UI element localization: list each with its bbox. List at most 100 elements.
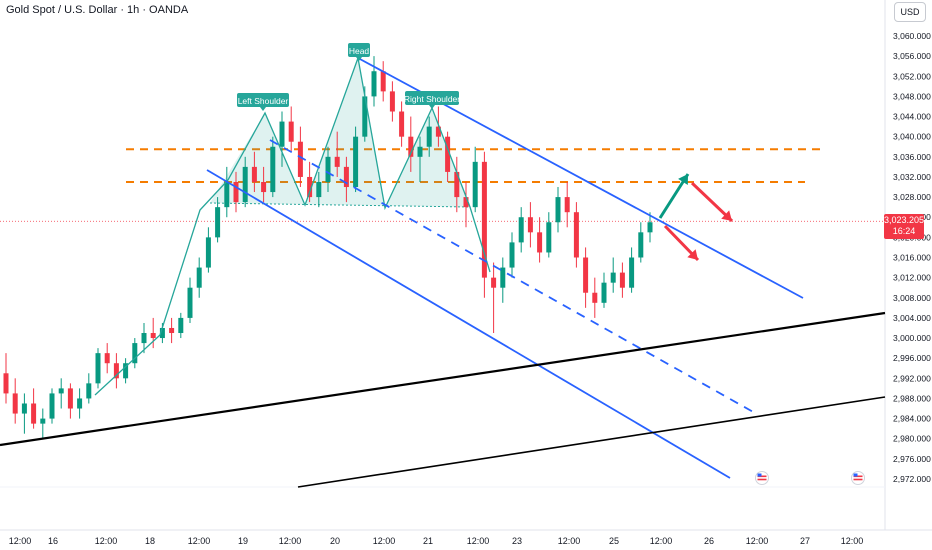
candle-body <box>518 217 524 243</box>
candle-body <box>537 232 543 253</box>
time-tick-label: 12:00 <box>188 536 211 546</box>
candle-body <box>583 257 589 293</box>
price-tick-label: 2,996.000 <box>893 353 931 363</box>
price-tick-label: 2,988.000 <box>893 393 931 403</box>
right-shoulder-label-pointer <box>429 105 435 109</box>
candle-body <box>343 166 349 188</box>
price-tick-label: 2,980.000 <box>893 434 931 444</box>
us-event-icon <box>851 471 865 485</box>
price-tick-label: 3,040.000 <box>893 132 931 142</box>
bearish-arrow-lower-head <box>687 249 698 260</box>
time-tick-label: 12:00 <box>746 536 769 546</box>
flag-stripe <box>757 475 767 478</box>
candle-body <box>12 393 18 414</box>
candle-body <box>491 277 497 288</box>
candle-body <box>629 257 635 288</box>
time-tick-label: 12:00 <box>95 536 118 546</box>
time-tick-label: 12:00 <box>558 536 581 546</box>
time-tick-label: 23 <box>512 536 522 546</box>
price-tick-label: 2,984.000 <box>893 414 931 424</box>
price-tick-label: 3,048.000 <box>893 91 931 101</box>
price-tick-label: 3,032.000 <box>893 172 931 182</box>
neckline <box>209 202 471 208</box>
channel-lower-line <box>206 169 731 479</box>
candle-body <box>21 403 27 414</box>
candle-body <box>619 272 625 288</box>
candle-body <box>141 333 147 344</box>
candle-body <box>3 373 9 394</box>
time-tick-label: 12:00 <box>373 536 396 546</box>
bullish-arrow-head <box>678 174 688 185</box>
candle-body <box>481 161 487 278</box>
time-tick-label: 21 <box>423 536 433 546</box>
candle-body <box>251 166 257 182</box>
left-shoulder-label-pointer <box>260 107 266 111</box>
candle-body <box>435 126 441 137</box>
time-tick-label: 19 <box>238 536 248 546</box>
support-trendline-lower <box>297 396 886 488</box>
left-shoulder-label-box <box>237 93 289 107</box>
candle-body <box>527 217 533 233</box>
flag-stripe <box>757 478 767 481</box>
candle-body <box>113 363 119 379</box>
candle-body <box>58 388 64 394</box>
candle-body <box>592 292 598 303</box>
time-tick-label: 16 <box>48 536 58 546</box>
price-tick-label: 2,992.000 <box>893 373 931 383</box>
candle-body <box>638 232 644 258</box>
time-tick-label: 27 <box>800 536 810 546</box>
candle-body <box>169 327 175 334</box>
candle-body <box>380 71 386 92</box>
candle-body <box>610 272 616 283</box>
time-tick-label: 12:00 <box>650 536 673 546</box>
price-tick-label: 3,008.000 <box>893 293 931 303</box>
price-tick-label: 3,000.000 <box>893 333 931 343</box>
candle-body <box>399 111 405 137</box>
head-label-box <box>348 43 370 57</box>
flag-stripe <box>853 475 863 478</box>
candle-body <box>601 282 607 303</box>
time-tick-label: 26 <box>704 536 714 546</box>
candle-body <box>454 171 460 198</box>
candle-body <box>40 418 46 424</box>
candle-body <box>316 181 322 198</box>
right-shoulder-label: Right Shoulder <box>404 94 460 104</box>
currency-button[interactable]: USD <box>894 2 926 22</box>
candle-body <box>31 403 37 424</box>
candle-body <box>104 353 110 364</box>
support-trendline-upper <box>0 311 886 447</box>
channel-mid-line <box>269 139 756 414</box>
time-tick-label: 25 <box>609 536 619 546</box>
bearish-arrow-upper-head <box>721 210 732 221</box>
candle-body <box>362 96 368 137</box>
candle-body <box>67 388 73 409</box>
candle-body <box>132 343 138 364</box>
wave-outline <box>94 55 491 396</box>
price-tick-label: 2,972.000 <box>893 474 931 484</box>
price-tick-label: 3,036.000 <box>893 152 931 162</box>
candle-body <box>196 267 202 288</box>
price-tick-label: 3,004.000 <box>893 313 931 323</box>
candle-body <box>417 146 423 157</box>
time-tick-label: 12:00 <box>279 536 302 546</box>
candle-body <box>205 237 211 268</box>
candle-body <box>408 136 414 157</box>
candle-body <box>178 317 184 334</box>
candle-body <box>150 333 156 339</box>
price-tick-label: 3,052.000 <box>893 71 931 81</box>
candle-body <box>647 222 653 233</box>
candle-body <box>233 181 239 203</box>
candle-body <box>555 197 561 223</box>
flag-canton <box>757 473 762 477</box>
candle-body <box>95 353 101 384</box>
time-tick-label: 18 <box>145 536 155 546</box>
candle-body <box>389 91 395 112</box>
price-tick-label: 3,044.000 <box>893 112 931 122</box>
price-tick-label: 3,016.000 <box>893 253 931 263</box>
flag-stripe <box>853 478 863 481</box>
time-tick-label: 20 <box>330 536 340 546</box>
candle-body <box>187 287 193 318</box>
candle-body <box>297 141 303 177</box>
current-price-tag: 3,023.205 16:24 <box>884 214 924 239</box>
